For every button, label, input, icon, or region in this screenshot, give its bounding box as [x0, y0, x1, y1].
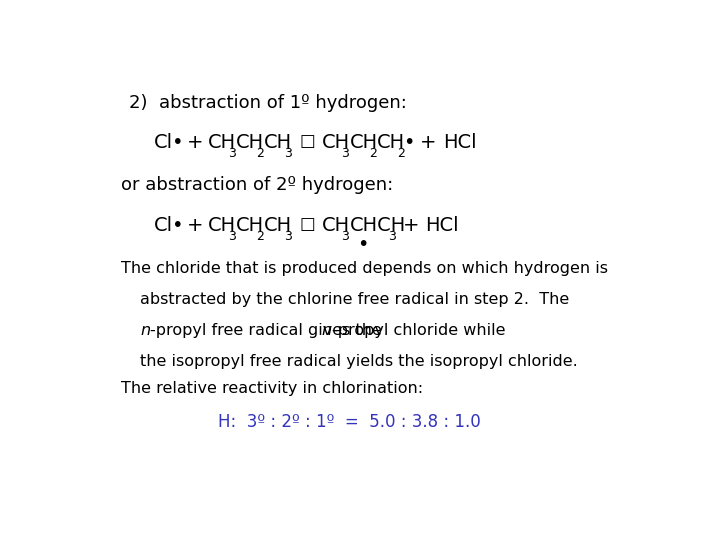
Text: •: •	[356, 235, 368, 254]
Text: CH: CH	[264, 216, 292, 235]
Text: 3: 3	[341, 230, 349, 243]
Text: 3: 3	[341, 147, 349, 160]
Text: +: +	[420, 133, 437, 152]
Text: HCl: HCl	[425, 216, 459, 235]
Text: 2: 2	[256, 230, 264, 243]
Text: Cl•: Cl•	[154, 216, 184, 235]
Text: •: •	[404, 133, 415, 152]
Text: CH: CH	[377, 133, 405, 152]
Text: CH: CH	[322, 216, 350, 235]
Text: 2)  abstraction of 1º hydrogen:: 2) abstraction of 1º hydrogen:	[129, 94, 407, 112]
Text: HCl: HCl	[443, 133, 477, 152]
Text: The chloride that is produced depends on which hydrogen is: The chloride that is produced depends on…	[121, 261, 608, 276]
Text: 3: 3	[228, 230, 235, 243]
Text: 3: 3	[228, 147, 235, 160]
Text: 3: 3	[284, 230, 292, 243]
Text: CH: CH	[349, 133, 377, 152]
Text: n: n	[322, 323, 332, 338]
Text: -propyl free radical gives the: -propyl free radical gives the	[150, 323, 387, 338]
Text: 2: 2	[256, 147, 264, 160]
Text: +: +	[186, 216, 203, 235]
Text: 3: 3	[284, 147, 292, 160]
Text: or abstraction of 2º hydrogen:: or abstraction of 2º hydrogen:	[121, 176, 393, 193]
Text: abstracted by the chlorine free radical in step 2.  The: abstracted by the chlorine free radical …	[140, 292, 570, 307]
Text: The relative reactivity in chlorination:: The relative reactivity in chlorination:	[121, 381, 423, 396]
Text: CH: CH	[208, 133, 236, 152]
Text: Cl•: Cl•	[154, 133, 184, 152]
Text: CH: CH	[236, 216, 264, 235]
Text: n: n	[140, 323, 150, 338]
Text: +: +	[186, 133, 203, 152]
Text: CHCH: CHCH	[349, 216, 406, 235]
Text: 2: 2	[369, 147, 377, 160]
Text: the isopropyl free radical yields the isopropyl chloride.: the isopropyl free radical yields the is…	[140, 354, 578, 369]
Text: -propyl chloride while: -propyl chloride while	[332, 323, 505, 338]
Text: 2: 2	[397, 147, 405, 160]
Text: CH: CH	[264, 133, 292, 152]
Text: □: □	[300, 215, 315, 233]
Text: 3: 3	[389, 230, 397, 243]
Text: +: +	[402, 216, 419, 235]
Text: CH: CH	[236, 133, 264, 152]
Text: CH: CH	[208, 216, 236, 235]
Text: □: □	[300, 132, 315, 150]
Text: CH: CH	[322, 133, 350, 152]
Text: H:  3º : 2º : 1º  =  5.0 : 3.8 : 1.0: H: 3º : 2º : 1º = 5.0 : 3.8 : 1.0	[218, 413, 481, 430]
